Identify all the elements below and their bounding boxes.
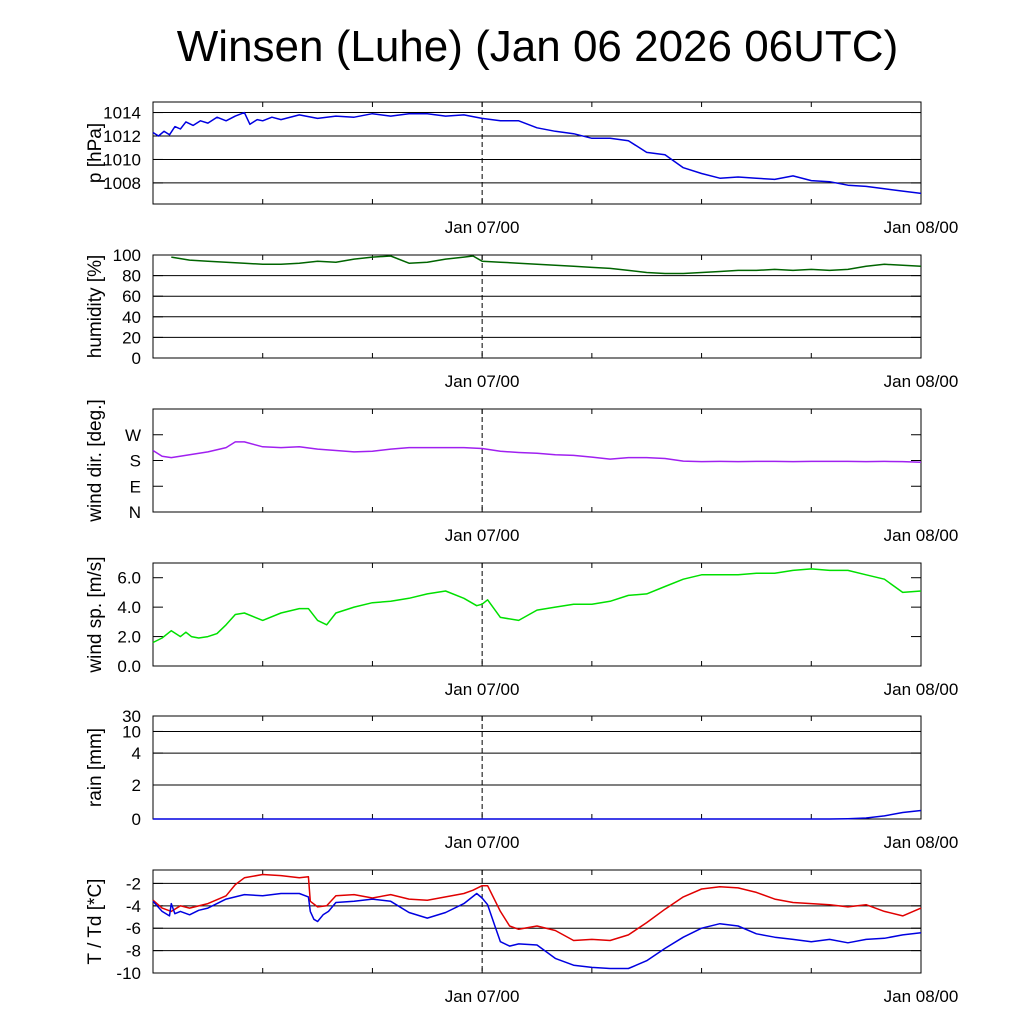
plot-frame xyxy=(152,254,922,359)
y-tick-label: -6 xyxy=(126,919,141,938)
y-tick-label: -10 xyxy=(116,964,141,983)
plot-frame xyxy=(152,101,922,205)
series-line-t xyxy=(152,873,922,942)
y-tick-label: 4 xyxy=(132,744,141,763)
y-tick-label: 2.0 xyxy=(117,628,141,647)
y-tick-label: 4.0 xyxy=(117,598,141,617)
y-tick-label: 20 xyxy=(122,328,141,347)
y-axis-label: wind dir. [deg.] xyxy=(85,399,106,523)
x-tick-label: Jan 07/00 xyxy=(445,526,520,545)
y-axis-label: wind sp. [m/s] xyxy=(85,556,106,673)
x-tick-label: Jan 08/00 xyxy=(884,526,959,545)
x-tick-label: Jan 08/00 xyxy=(884,372,959,391)
y-tick-label: 0.0 xyxy=(117,657,141,676)
y-tick-label: 30 xyxy=(122,707,141,726)
y-tick-label: 1012 xyxy=(103,127,141,146)
series-line-wind-speed xyxy=(152,568,922,644)
x-tick-label: Jan 07/00 xyxy=(445,372,520,391)
y-tick-label: 6.0 xyxy=(117,569,141,588)
y-tick-label: -8 xyxy=(126,942,141,961)
y-tick-label: -4 xyxy=(126,897,141,916)
y-tick-label: S xyxy=(130,452,141,471)
y-tick-label: 2 xyxy=(132,776,141,795)
y-tick-label: 80 xyxy=(122,267,141,286)
series-line-td xyxy=(152,892,922,970)
x-tick-label: Jan 07/00 xyxy=(445,987,520,1006)
series-line-humidity xyxy=(171,255,922,275)
chart-title: Winsen (Luhe) (Jan 06 2026 06UTC) xyxy=(176,22,899,71)
plot-frame xyxy=(152,562,922,667)
x-tick-label: Jan 08/00 xyxy=(884,987,959,1006)
y-tick-label: 1010 xyxy=(103,150,141,169)
series-line-pressure xyxy=(152,111,922,195)
y-tick-label: 0 xyxy=(132,810,141,829)
panel-pressure: 1008 1010 1012 1014 Jan 07/00 Jan 08/00 p [hPa… xyxy=(85,101,959,237)
plot-frame xyxy=(152,869,922,974)
y-tick-label: 60 xyxy=(122,287,141,306)
panel-windspeed: 0.0 2.0 4.0 6.0 Jan 07/00 Jan 08/00 wind sp. [… xyxy=(85,556,958,699)
x-tick-label: Jan 07/00 xyxy=(445,218,520,237)
y-tick-label: E xyxy=(130,477,141,496)
y-tick-label: 1008 xyxy=(103,174,141,193)
y-tick-label: 10 xyxy=(122,722,141,741)
plot-frame xyxy=(152,408,922,513)
series-line-wind-direction xyxy=(152,441,922,463)
y-tick-label: 0 xyxy=(132,349,141,368)
y-tick-label: 1014 xyxy=(103,104,141,123)
x-tick-label: Jan 07/00 xyxy=(445,680,520,699)
y-axis-label: T / Td [*C] xyxy=(85,879,106,965)
x-tick-label: Jan 08/00 xyxy=(884,218,959,237)
y-tick-label: N xyxy=(129,503,141,522)
y-axis-label: p [hPa] xyxy=(85,123,106,183)
panel-temperature: -10 -8 -6 -4 -2 Jan 07/00 Jan 08/00 T / Td [*C] xyxy=(85,869,959,1006)
series-line-rain xyxy=(153,809,922,820)
y-tick-label: 100 xyxy=(113,246,141,265)
y-tick-label: W xyxy=(125,426,141,445)
y-tick-label: -2 xyxy=(126,874,141,893)
x-tick-label: Jan 08/00 xyxy=(884,680,959,699)
y-tick-label: 40 xyxy=(122,308,141,327)
x-tick-label: Jan 08/00 xyxy=(884,833,959,852)
x-tick-label: Jan 07/00 xyxy=(445,833,520,852)
y-axis-label: rain [mm] xyxy=(85,728,106,807)
y-axis-label: humidity [%] xyxy=(85,255,106,358)
